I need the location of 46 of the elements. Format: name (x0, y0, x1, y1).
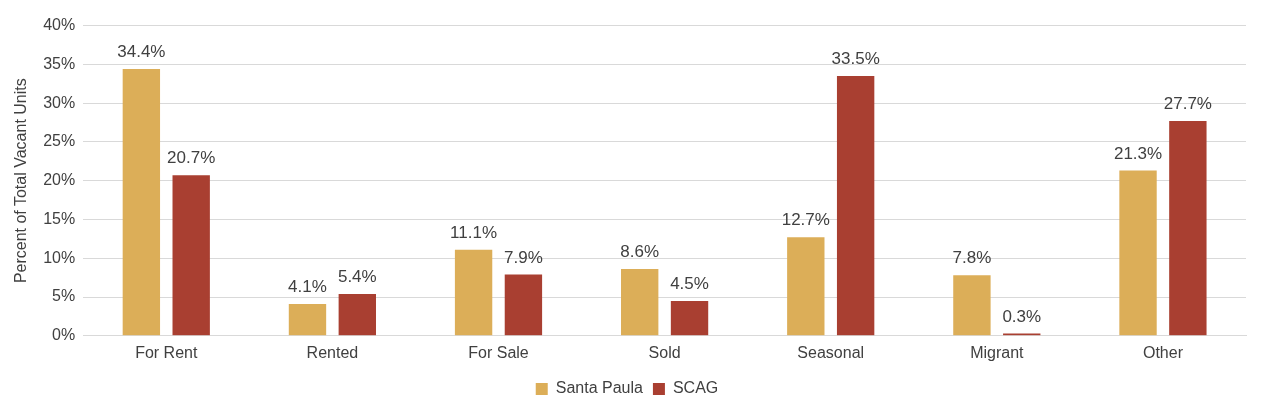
y-tick-label: 40% (43, 16, 76, 34)
y-tick-label: 15% (43, 209, 76, 227)
data-label: 5.4% (337, 267, 377, 287)
data-label: 20.7% (167, 148, 216, 168)
x-tick-label: Rented (306, 343, 359, 361)
data-label: 8.6% (620, 242, 660, 262)
bar (836, 76, 875, 336)
y-tick-label: 5% (52, 287, 76, 305)
bar (1169, 120, 1207, 336)
data-label: 0.3% (1002, 306, 1042, 326)
bar (122, 69, 161, 336)
y-axis-title: Percent of Total Vacant Units (12, 78, 30, 284)
x-tick-label: Migrant (970, 343, 1025, 361)
data-label: 12.7% (781, 210, 830, 230)
y-tick-label: 30% (43, 93, 76, 111)
data-label: 27.7% (1163, 94, 1212, 114)
data-label: 33.5% (831, 49, 880, 69)
x-tick-label: Other (1142, 343, 1184, 361)
x-tick-label: For Rent (135, 343, 198, 361)
data-label: 7.8% (952, 248, 992, 268)
bar (670, 300, 709, 336)
bar (172, 175, 210, 336)
bar (454, 249, 493, 336)
data-label: 4.5% (670, 274, 709, 294)
y-tick-label: 20% (43, 171, 76, 189)
y-tick-label: 35% (43, 54, 76, 72)
x-tick-label: Seasonal (797, 343, 865, 361)
x-tick-label: For Sale (468, 343, 529, 361)
bar (338, 293, 376, 336)
data-label: 11.1% (450, 222, 498, 242)
y-tick-label: 0% (52, 326, 76, 344)
y-tick-label: 25% (43, 132, 76, 150)
bar (288, 304, 327, 336)
bar (621, 269, 659, 336)
data-label: 34.4% (117, 42, 166, 62)
legend-label: Santa Paula (555, 379, 644, 397)
legend-label: SCAG (672, 379, 719, 397)
bar (787, 237, 825, 336)
bar (1119, 170, 1157, 336)
data-label: 21.3% (1113, 143, 1163, 163)
bar (953, 275, 991, 336)
data-label: 4.1% (288, 277, 327, 297)
x-tick-label: Sold (648, 343, 681, 361)
data-label: 7.9% (504, 247, 543, 267)
bar (504, 274, 543, 336)
y-tick-label: 10% (43, 248, 76, 266)
